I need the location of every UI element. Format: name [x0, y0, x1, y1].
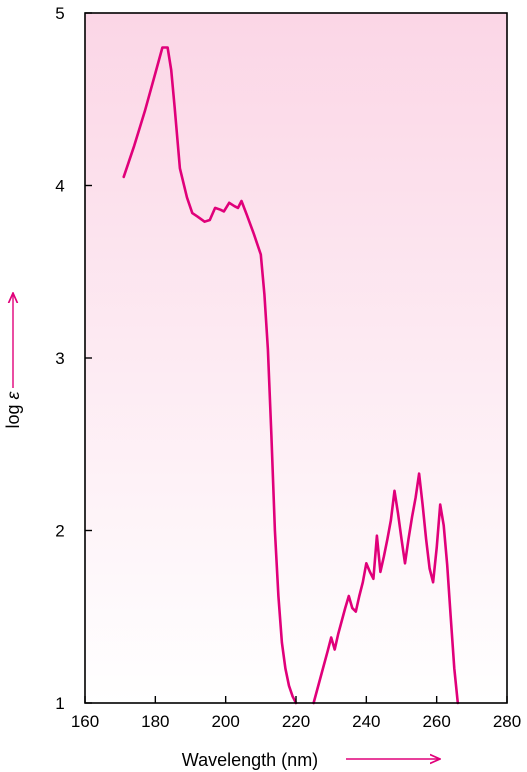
- plot-background: [85, 13, 507, 703]
- y-tick-label: 1: [55, 694, 64, 713]
- x-axis-ticks: 160 180 200 220 240 260 280: [71, 696, 521, 731]
- y-axis-label-symbol: ε: [3, 390, 23, 399]
- series-line-1: [122, 46, 298, 705]
- y-axis-label: log ε: [3, 390, 23, 428]
- x-tick-label: 280: [493, 712, 521, 731]
- y-axis-ticks: 1 2 3 4 5: [55, 4, 92, 713]
- y-tick-label: 3: [55, 349, 64, 368]
- series-line-2: [312, 472, 460, 705]
- y-axis-label-group: log ε: [3, 390, 23, 428]
- x-tick-label: 260: [422, 712, 450, 731]
- series-layer: [122, 46, 460, 705]
- x-axis-label: Wavelength (nm): [182, 750, 318, 770]
- x-tick-label: 200: [211, 712, 239, 731]
- x-tick-label: 220: [282, 712, 310, 731]
- y-tick-label: 4: [55, 177, 64, 196]
- x-tick-label: 160: [71, 712, 99, 731]
- y-tick-label: 2: [55, 522, 64, 541]
- x-tick-label: 240: [352, 712, 380, 731]
- y-tick-label: 5: [55, 4, 64, 23]
- x-tick-label: 180: [141, 712, 169, 731]
- y-axis-label-text: log: [3, 399, 23, 428]
